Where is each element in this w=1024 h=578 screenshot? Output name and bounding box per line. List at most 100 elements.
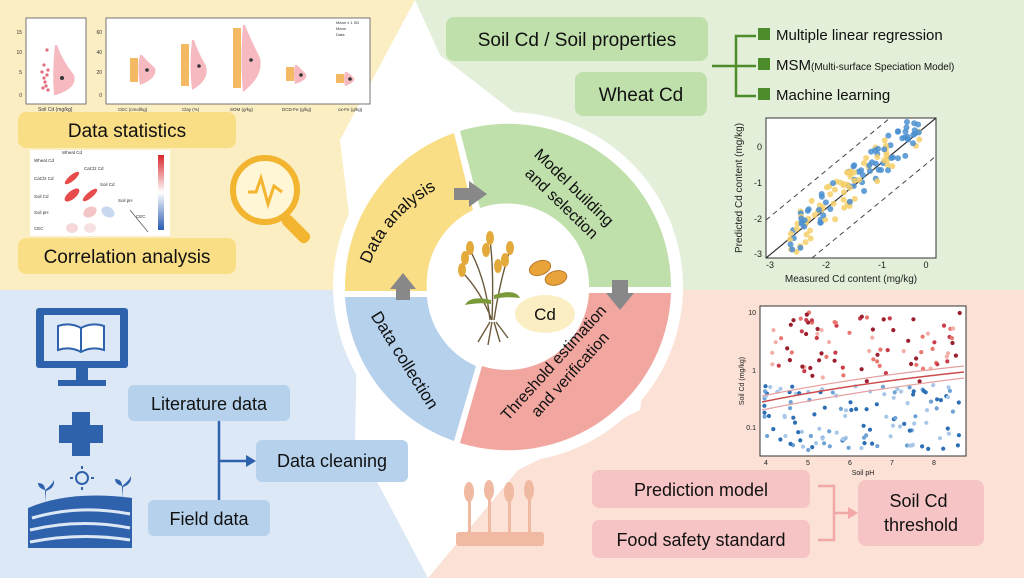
ph-scatter-point <box>833 320 838 325</box>
ph-scatter-point <box>861 435 867 440</box>
ph-scatter-point <box>841 373 846 378</box>
ph-scatter-point <box>907 385 912 390</box>
scatter-point <box>902 152 909 159</box>
ph-scatter-point <box>782 413 787 418</box>
ph-scatter-point <box>885 348 890 353</box>
ph-scatter-point <box>771 328 776 333</box>
svg-text:CaCl2 Cd: CaCl2 Cd <box>84 166 104 171</box>
ph-scatter-point <box>875 444 880 449</box>
svg-text:60: 60 <box>96 30 102 36</box>
scatter-point <box>823 184 830 191</box>
ph-scatter-point <box>779 336 784 341</box>
svg-text:-1: -1 <box>878 260 886 270</box>
wheat-plant-icon <box>458 231 520 346</box>
ph-scatter-point <box>783 433 788 439</box>
computer-book-icon <box>36 308 128 386</box>
ph-scatter-point <box>917 379 922 384</box>
ph-scatter-point <box>822 405 827 410</box>
scatter-point <box>822 199 829 206</box>
scatter-point <box>894 128 901 135</box>
method-marker-mlr <box>758 28 770 40</box>
scatter-point <box>832 216 839 223</box>
ph-scatter-point <box>928 399 934 404</box>
scatter-point <box>899 135 906 142</box>
svg-text:CEC (cmol/kg): CEC (cmol/kg) <box>118 107 148 112</box>
ph-scatter-point <box>932 340 937 345</box>
ph-scatter-point <box>848 400 853 405</box>
ph-scatter-point <box>824 354 829 359</box>
scatter-point <box>787 230 794 237</box>
scatter-point <box>905 136 911 143</box>
ph-scatter-point <box>826 340 832 345</box>
scatter-point <box>884 162 891 168</box>
ph-scatter-point <box>956 433 962 438</box>
ph-scatter-point <box>810 445 815 450</box>
scatter-point <box>916 136 923 143</box>
ph-scatter-point <box>838 406 844 411</box>
ph-scatter-point <box>920 334 925 339</box>
method-marker-ml <box>758 88 770 100</box>
method-ml: Machine learning <box>776 87 890 104</box>
svg-text:0: 0 <box>757 142 762 152</box>
ph-scatter-point <box>798 438 803 443</box>
ph-scatter-point <box>895 386 900 392</box>
threshold-bracket <box>818 484 858 542</box>
scatter-point <box>883 152 890 159</box>
ph-scatter-point <box>867 348 872 354</box>
ph-scatter-point <box>762 403 767 408</box>
violin-legend: Mean ± 1 SD Mean Data <box>336 20 359 37</box>
ph-scatter-point <box>919 350 924 355</box>
data-cleaning-box <box>256 440 408 482</box>
svg-text:6: 6 <box>848 460 852 467</box>
svg-text:Wheat Cd: Wheat Cd <box>62 150 83 155</box>
ph-scatter-point <box>949 336 955 341</box>
ph-scatter-point <box>830 390 835 395</box>
method-msm: MSM(Multi-surface Speciation Model) <box>776 57 954 74</box>
ph-scatter-point <box>809 318 815 323</box>
ph-scatter-point <box>924 420 929 425</box>
ph-scatter-point <box>791 318 796 323</box>
ph-scatter-point <box>956 400 961 405</box>
ph-scatter-point <box>941 323 947 328</box>
ph-scatter-point <box>864 315 870 320</box>
ph-scatter-point <box>906 338 911 343</box>
ph-scatter-point <box>888 434 893 439</box>
ph-scatter-point <box>770 362 775 367</box>
ph-scatter-point <box>930 346 935 351</box>
wheat-field-icon <box>456 480 544 546</box>
ph-scatter-point <box>765 433 770 439</box>
ph-scatter-point <box>884 414 889 419</box>
ph-scatter-point <box>792 420 798 425</box>
svg-text:5: 5 <box>19 70 22 76</box>
scatter-point <box>855 168 862 175</box>
svg-text:Soil pH: Soil pH <box>34 210 49 215</box>
ph-scatter-point <box>899 389 904 394</box>
scatter-point <box>794 220 801 227</box>
scatter-point <box>859 172 866 178</box>
svg-text:ox-Fe (g/kg): ox-Fe (g/kg) <box>338 107 363 112</box>
ph-scatter-point <box>864 379 869 384</box>
ph-scatter-point <box>814 335 819 341</box>
ph-scatter-point <box>893 415 898 421</box>
ph-scatter-point <box>880 384 886 389</box>
ph-scatter-point <box>892 390 897 395</box>
field-data-label: Field data <box>169 509 249 529</box>
ph-scatter-point <box>804 331 809 337</box>
ph-scatter-point <box>909 361 914 367</box>
svg-text:CEC: CEC <box>136 214 146 219</box>
prediction-scatter-chart: -3 -2 -1 0 0 -1 -2 -3 Measured Cd conten… <box>734 117 937 285</box>
scatter-point <box>830 200 837 207</box>
scatter-point <box>797 244 804 251</box>
svg-text:CaCl2 Cd: CaCl2 Cd <box>34 176 54 181</box>
ph-scatter-point <box>955 443 961 448</box>
ph-scatter-point <box>913 414 918 419</box>
ph-scatter-point <box>762 410 767 415</box>
ph-scatter-point <box>950 340 955 346</box>
ph-scatter-point <box>799 329 804 334</box>
ph-scatter-point <box>914 362 919 367</box>
ph-scatter-point <box>766 413 772 419</box>
svg-text:20: 20 <box>96 70 102 76</box>
literature-data-label: Literature data <box>151 394 268 414</box>
ph-scatter-point <box>875 352 880 357</box>
